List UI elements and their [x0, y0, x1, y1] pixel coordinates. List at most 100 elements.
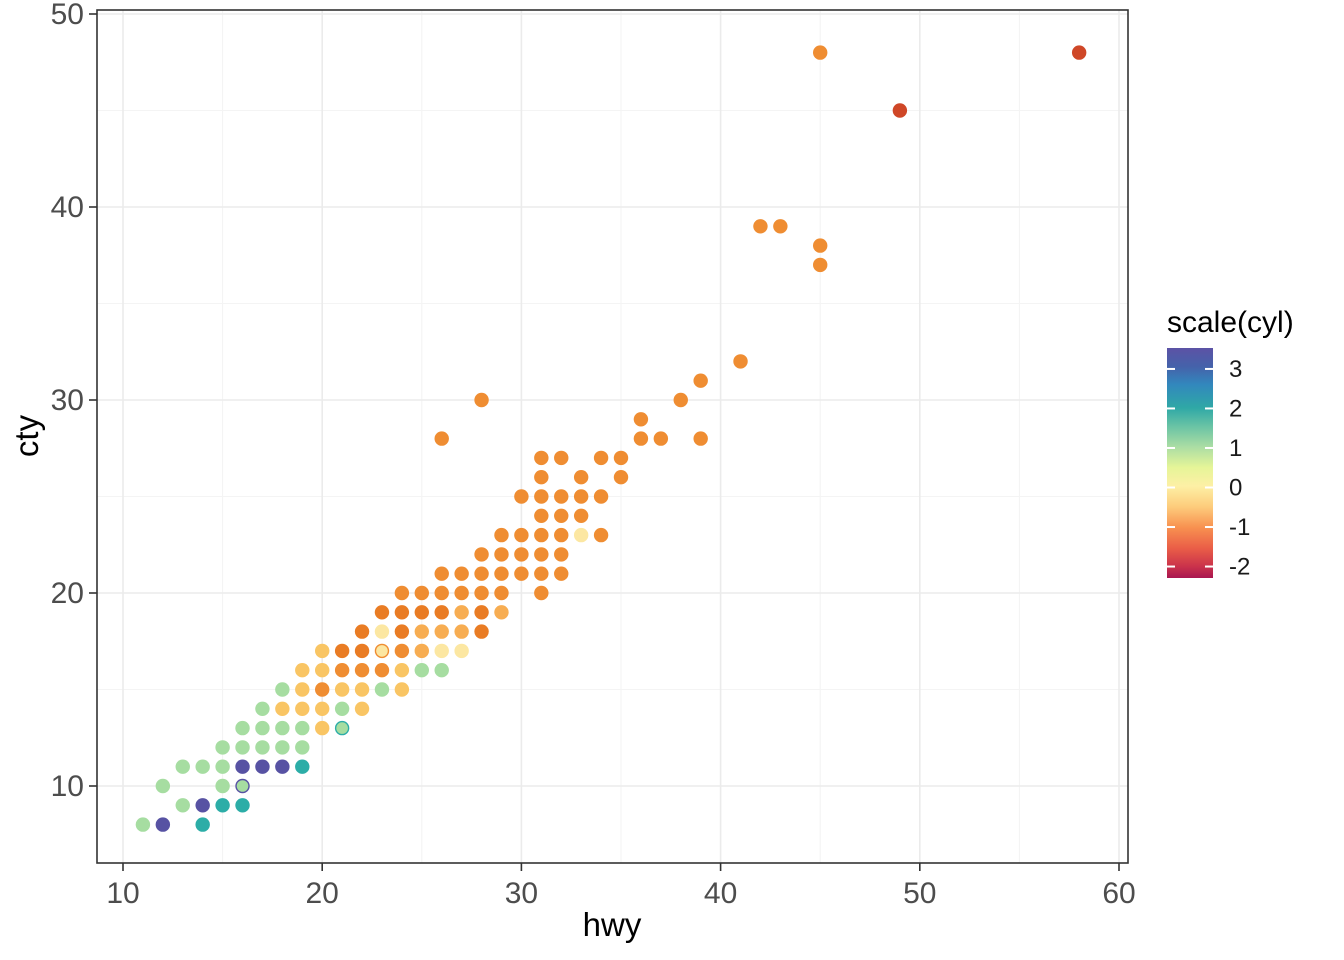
- data-point: [295, 663, 310, 678]
- y-tick-label: 10: [51, 770, 84, 803]
- x-tick-label: 40: [704, 877, 737, 910]
- data-point: [215, 778, 230, 794]
- data-point: [155, 817, 171, 832]
- data-point: [573, 470, 589, 485]
- data-point: [235, 720, 250, 736]
- data-point: [195, 798, 210, 813]
- data-point: [494, 585, 509, 601]
- data-point: [673, 392, 688, 408]
- x-tick-label: 10: [106, 877, 139, 910]
- data-point: [374, 663, 390, 678]
- data-point: [255, 759, 270, 774]
- data-point: [275, 701, 290, 716]
- legend-tick-label: -2: [1229, 554, 1250, 581]
- data-point: [753, 219, 768, 234]
- legend-gradient-bar: [1167, 348, 1213, 578]
- data-point: [474, 392, 489, 408]
- data-point: [434, 605, 449, 620]
- data-point: [454, 566, 469, 581]
- data-point: [235, 798, 250, 813]
- data-point: [175, 759, 190, 774]
- data-point: [434, 566, 449, 581]
- data-point: [474, 585, 489, 601]
- data-point: [414, 585, 429, 601]
- data-point: [554, 450, 569, 466]
- y-axis: 10 20 30 40 50: [51, 0, 97, 803]
- legend-tick-label: 0: [1229, 475, 1242, 502]
- data-point: [315, 701, 330, 716]
- data-point: [633, 431, 649, 446]
- data-point: [554, 527, 569, 543]
- data-point: [573, 527, 589, 543]
- data-point: [215, 798, 230, 813]
- y-tick-label: 50: [51, 0, 84, 31]
- data-point: [135, 817, 151, 832]
- data-point: [394, 624, 410, 639]
- data-point: [275, 720, 290, 736]
- data-point: [434, 585, 449, 601]
- data-point: [454, 643, 469, 659]
- y-axis-title: cty: [8, 414, 45, 457]
- data-point: [394, 605, 410, 620]
- x-axis-title: hwy: [583, 906, 642, 943]
- data-point: [334, 701, 350, 716]
- data-point: [454, 624, 469, 639]
- data-point: [434, 643, 449, 659]
- data-point: [554, 489, 569, 504]
- data-point: [633, 412, 649, 427]
- data-point: [255, 720, 270, 736]
- data-point: [534, 450, 549, 466]
- data-point: [593, 489, 609, 504]
- data-point: [295, 682, 310, 697]
- legend-tick-label: 1: [1229, 435, 1242, 462]
- data-point: [813, 45, 828, 60]
- data-point: [554, 508, 569, 523]
- data-point: [215, 759, 230, 774]
- legend-tick-label: 2: [1229, 395, 1242, 422]
- data-point: [534, 547, 549, 562]
- data-point: [315, 720, 330, 736]
- data-point: [394, 643, 410, 659]
- data-point: [334, 643, 350, 659]
- legend-title: scale(cyl): [1167, 306, 1294, 339]
- data-point: [295, 740, 310, 755]
- y-tick-label: 20: [51, 577, 84, 610]
- data-point: [315, 643, 330, 659]
- data-point: [215, 740, 230, 755]
- x-tick-label: 60: [1102, 877, 1135, 910]
- data-point: [813, 257, 828, 273]
- data-point: [315, 682, 330, 697]
- data-point: [554, 547, 569, 562]
- y-tick-label: 30: [51, 384, 84, 417]
- data-point: [693, 431, 708, 446]
- data-point: [295, 701, 310, 716]
- data-point: [414, 663, 429, 678]
- data-point: [434, 624, 449, 639]
- data-point: [892, 103, 908, 118]
- minor-gridlines: [97, 10, 1128, 863]
- data-point: [195, 817, 210, 832]
- major-gridlines: [97, 10, 1128, 863]
- data-point: [374, 624, 390, 639]
- data-point: [315, 663, 330, 678]
- data-point: [534, 470, 549, 485]
- data-point: [534, 585, 549, 601]
- data-point: [613, 470, 629, 485]
- data-point: [354, 701, 370, 716]
- data-point: [653, 431, 669, 446]
- data-point: [494, 566, 509, 581]
- data-point: [255, 740, 270, 755]
- plot-panel: [97, 10, 1128, 863]
- data-point: [275, 682, 290, 697]
- data-point: [474, 605, 489, 620]
- data-point: [534, 489, 549, 504]
- data-point: [494, 605, 509, 620]
- data-point: [434, 663, 449, 678]
- data-point: [354, 643, 370, 659]
- data-point: [514, 547, 529, 562]
- data-point: [454, 605, 469, 620]
- data-point: [334, 663, 350, 678]
- data-point: [613, 450, 629, 466]
